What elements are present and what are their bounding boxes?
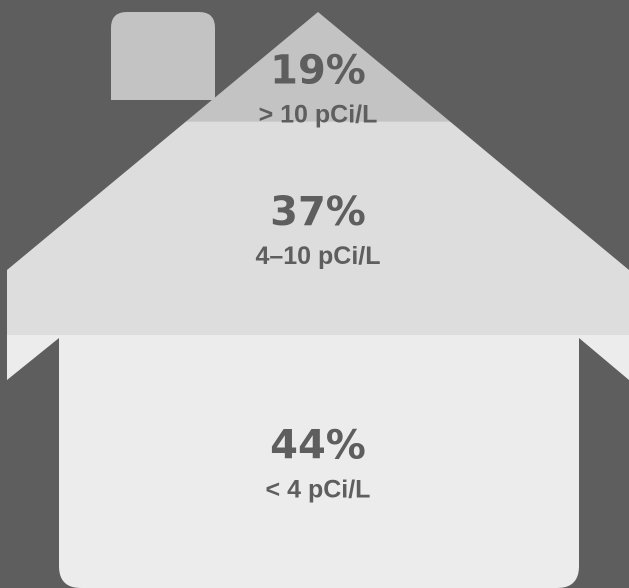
category-label-4-to-10: 4–10 pCi/L (255, 242, 380, 270)
category-label-over-10: > 10 pCi/L (259, 100, 378, 128)
percent-label-over-10: 19% (270, 47, 366, 93)
percent-label-under-4: 44% (270, 422, 366, 468)
percent-label-4-to-10: 37% (270, 189, 366, 235)
category-label-under-4: < 4 pCi/L (266, 475, 371, 503)
band-under-4 (7, 334, 629, 588)
